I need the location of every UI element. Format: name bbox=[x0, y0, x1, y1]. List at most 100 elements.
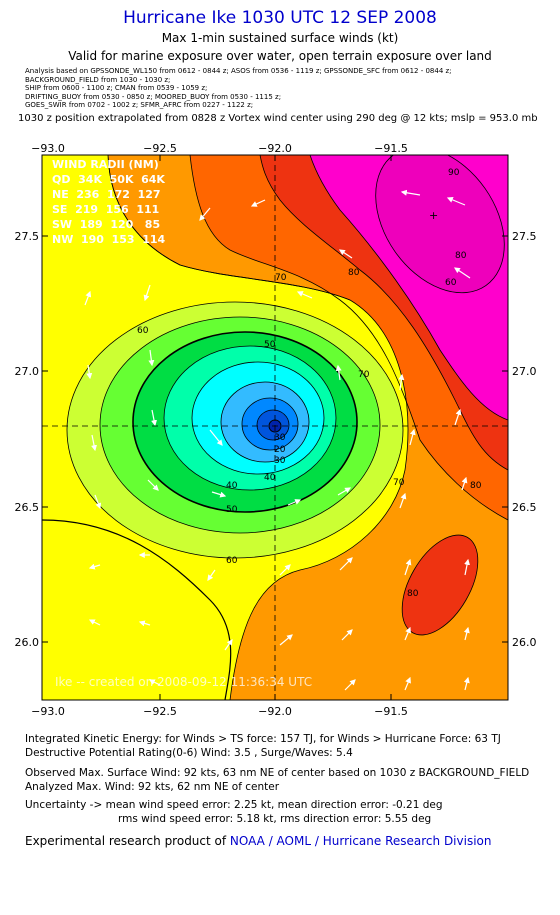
wind-arrow bbox=[88, 619, 101, 626]
lat-label: 27.5 bbox=[15, 230, 40, 243]
wind-arrow bbox=[463, 676, 470, 691]
lon-label: −92.5 bbox=[143, 705, 177, 718]
wind-arrow bbox=[454, 408, 462, 426]
lat-label: 27.5 bbox=[512, 230, 537, 243]
contour-line bbox=[107, 155, 351, 301]
contour-label: 30 bbox=[274, 456, 286, 466]
wind-arrow bbox=[94, 494, 102, 510]
wind-arrow bbox=[339, 249, 353, 259]
wind-arrow bbox=[143, 284, 151, 302]
dpr-stats: Destructive Potential Rating(0-6) Wind: … bbox=[25, 747, 353, 759]
wind-vectors bbox=[84, 189, 471, 691]
lon-label: −91.5 bbox=[374, 142, 408, 155]
subtitle-exposure: Valid for marine exposure over water, op… bbox=[68, 49, 492, 63]
contour-label: 80 bbox=[348, 268, 360, 278]
wind-arrow bbox=[398, 373, 405, 391]
lat-labels-right: 27.5 27.0 26.5 26.0 bbox=[512, 230, 537, 649]
wind-arrow bbox=[296, 291, 313, 299]
lat-label: 27.0 bbox=[512, 365, 537, 378]
axis-ticks bbox=[41, 155, 508, 700]
contour-label: 60 bbox=[137, 326, 149, 336]
analysis-line: BACKGROUND_FIELD from 1030 - 1030 z; bbox=[25, 75, 171, 84]
wind-arrow bbox=[209, 429, 223, 446]
wind-arrow bbox=[250, 199, 266, 207]
wind-radii-row: NE 236 172 127 bbox=[52, 188, 161, 201]
lat-label: 27.0 bbox=[15, 365, 40, 378]
lon-labels-bottom: −93.0 −92.5 −92.0 −91.5 bbox=[31, 705, 408, 718]
wind-arrow bbox=[463, 626, 470, 641]
wind-arrow bbox=[84, 290, 92, 306]
wind-arrow bbox=[199, 207, 211, 221]
contour-label: 90 bbox=[448, 168, 460, 178]
lat-label: 26.5 bbox=[512, 501, 537, 514]
analyzed-max-wind: Analyzed Max. Wind: 92 kts, 62 nm NE of … bbox=[25, 781, 280, 793]
wind-arrow bbox=[138, 620, 151, 627]
lat-label: 26.0 bbox=[15, 636, 40, 649]
subtitle-winds: Max 1-min sustained surface winds (kt) bbox=[161, 31, 399, 45]
wind-arrow bbox=[335, 364, 342, 381]
contour-line bbox=[259, 155, 508, 471]
wind-arrow bbox=[148, 679, 161, 686]
wind-arrow bbox=[464, 558, 471, 576]
lon-labels-top: −93.0 −92.5 −92.0 −91.5 bbox=[31, 142, 408, 155]
contour-label: 70 bbox=[393, 478, 405, 488]
contour-line bbox=[189, 155, 508, 521]
footer-prefix: Experimental research product of bbox=[25, 834, 230, 848]
wind-arrow bbox=[461, 476, 468, 491]
wind-arrow bbox=[404, 558, 412, 576]
analysis-line: GOES_SWIR from 0702 - 1002 z; SFMR_AFRC … bbox=[25, 101, 254, 110]
wind-arrow bbox=[337, 487, 352, 496]
uncertainty-rms: rms wind speed error: 5.18 kt, rms direc… bbox=[118, 813, 432, 825]
wind-arrow bbox=[88, 563, 101, 570]
wind-arrow bbox=[404, 626, 411, 641]
wind-arrow bbox=[409, 428, 416, 446]
max-wind-marker: + bbox=[429, 209, 438, 222]
contour-label: 60 bbox=[226, 556, 238, 566]
wind-arrow bbox=[454, 267, 471, 279]
lon-label: −91.5 bbox=[374, 705, 408, 718]
wind-arrow bbox=[279, 634, 293, 646]
contour-label: 30 bbox=[274, 433, 286, 443]
contour-label: 50 bbox=[226, 505, 238, 515]
wind-radii-row: SW 189 120 85 bbox=[52, 218, 160, 231]
band-yellow-nw bbox=[42, 155, 108, 250]
contour-line bbox=[309, 155, 508, 421]
wind-arrow bbox=[344, 679, 356, 691]
lat-labels-left: 27.5 27.0 26.5 26.0 bbox=[15, 230, 40, 649]
lon-label: −92.5 bbox=[143, 142, 177, 155]
analysis-line: DRIFTING_BUOY from 0530 - 0850 z; MOORED… bbox=[25, 92, 282, 101]
wind-arrow bbox=[339, 557, 353, 571]
contour-label: 80 bbox=[407, 589, 419, 599]
wind-arrow bbox=[341, 629, 353, 641]
wind-map: 90 80 70 60 50 40 30 20 30 40 50 60 70 8… bbox=[0, 130, 560, 724]
contour-label: 50 bbox=[264, 340, 276, 350]
footer-org-link[interactable]: NOAA / AOML / Hurricane Research Divisio… bbox=[229, 834, 492, 848]
lon-label: −92.0 bbox=[258, 142, 292, 155]
uncertainty-mean: Uncertainty -> mean wind speed error: 2.… bbox=[25, 799, 443, 811]
lon-label: −93.0 bbox=[31, 142, 65, 155]
contour-label: 70 bbox=[275, 273, 287, 283]
contour-label: 70 bbox=[358, 370, 370, 380]
wind-arrow bbox=[287, 499, 302, 506]
wind-radii-header: WIND RADII (NM) bbox=[52, 158, 159, 171]
band-red-se bbox=[401, 534, 479, 636]
footer-credit: Experimental research product of NOAA / … bbox=[25, 834, 491, 848]
wind-arrow bbox=[224, 639, 233, 651]
analysis-sources: Analysis based on GPSSONDE_WL150 from 06… bbox=[25, 67, 452, 110]
lon-label: −92.0 bbox=[258, 705, 292, 718]
contour-label: 80 bbox=[455, 251, 467, 261]
contour-label: 80 bbox=[470, 481, 482, 491]
wind-radii-row: QD 34K 50K 64K bbox=[52, 173, 165, 186]
analysis-line: SHIP from 0600 - 1100 z; CMAN from 0539 … bbox=[25, 84, 208, 93]
contour-label: 20 bbox=[274, 445, 286, 455]
contour-labels: 90 80 70 60 50 40 30 20 30 40 50 60 70 8… bbox=[137, 168, 482, 599]
wind-arrow bbox=[279, 564, 291, 576]
ike-stats: Integrated Kinetic Energy: for Winds > T… bbox=[25, 733, 501, 745]
wind-field: 90 80 70 60 50 40 30 20 30 40 50 60 70 8… bbox=[42, 155, 508, 700]
contour-line bbox=[42, 519, 232, 700]
wind-arrow bbox=[91, 434, 98, 452]
wind-arrow bbox=[151, 409, 158, 427]
contour-label: 60 bbox=[445, 278, 457, 288]
wind-radii-row: NW 190 153 114 bbox=[52, 233, 166, 246]
wind-arrow bbox=[211, 491, 227, 498]
